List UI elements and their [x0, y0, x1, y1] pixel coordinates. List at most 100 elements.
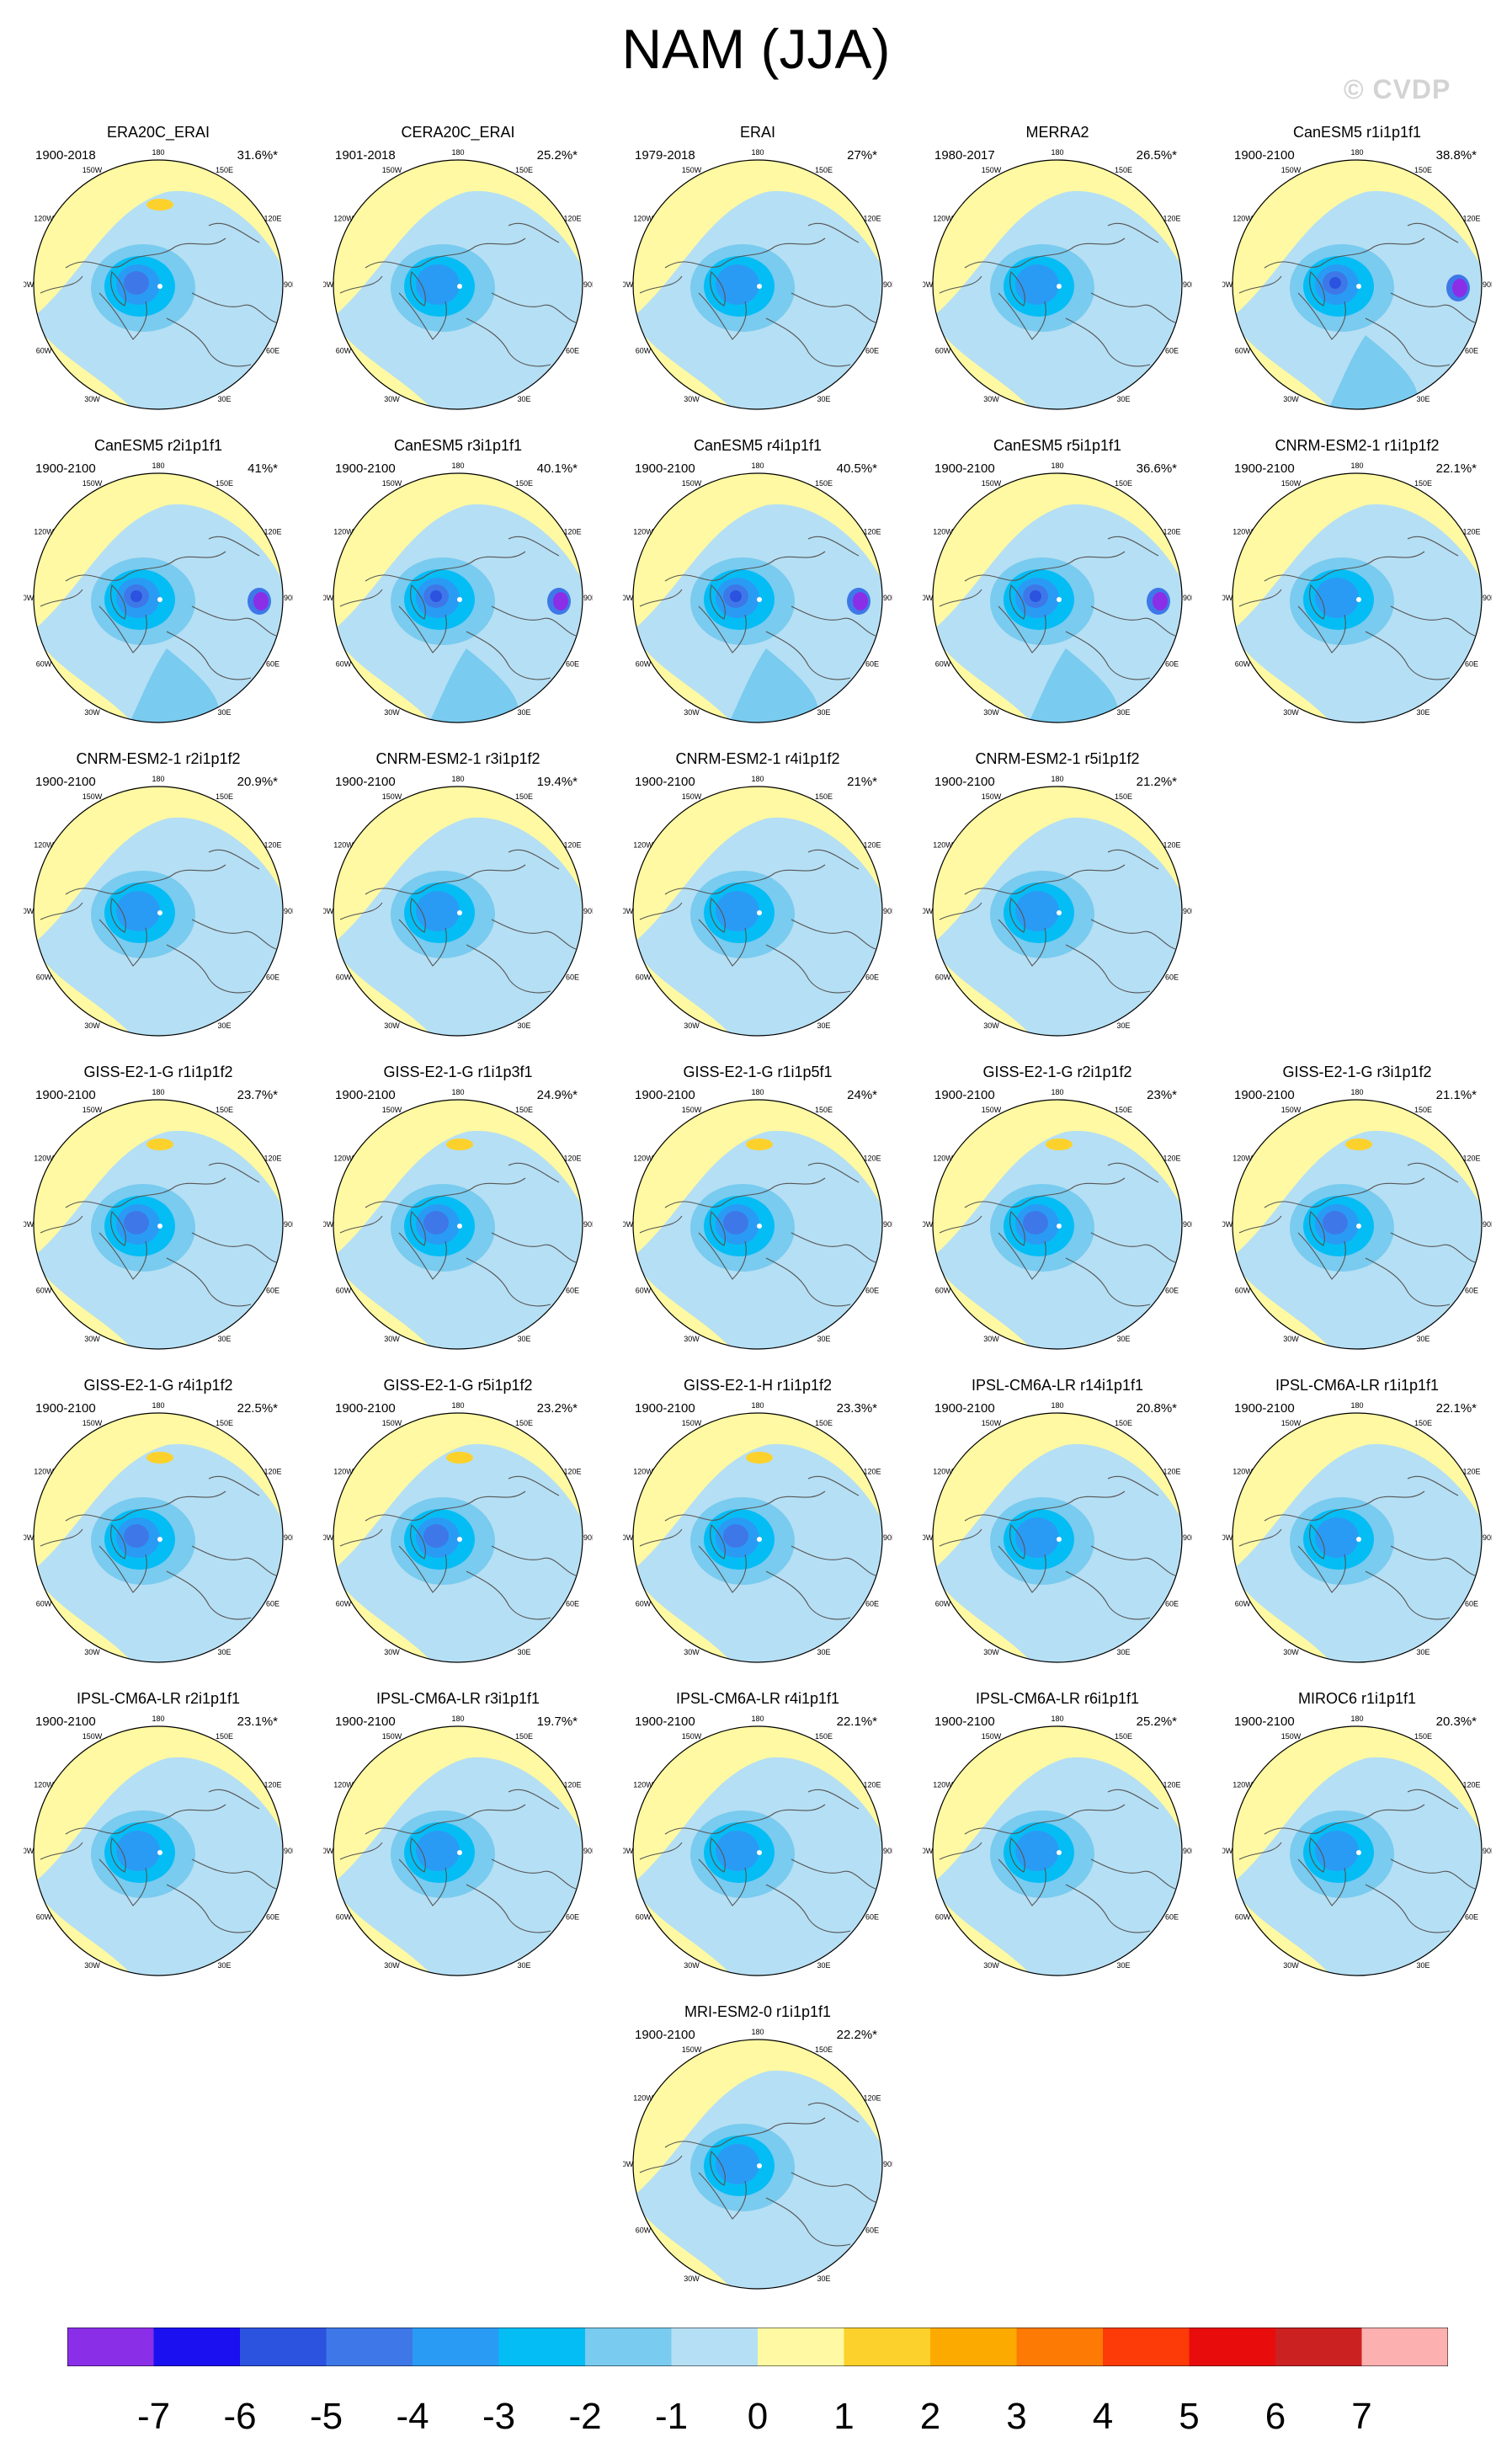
longitude-label: 150W — [982, 166, 1002, 174]
panel-title: CanESM5 r2i1p1f1 — [93, 437, 223, 454]
longitude-label: 90W — [623, 280, 634, 289]
polar-map: 180150W150E120W120E90W90E60W60E30W30E0 — [24, 775, 293, 1037]
longitude-label: 60E — [1165, 1600, 1179, 1608]
longitude-label: 90W — [323, 1533, 334, 1542]
panel-title: IPSL-CM6A-LR r1i1p1f1 — [1275, 1377, 1440, 1394]
map-panel: CanESM5 r4i1p1f1 1900-2100 40.5%* 180 150W 15… — [623, 436, 892, 727]
longitude-label: 60W — [336, 973, 352, 982]
longitude-label: 180 — [1051, 1714, 1063, 1723]
longitude-label: 120W — [633, 528, 653, 536]
longitude-label: 90E — [583, 594, 593, 602]
colorbar-swatch — [498, 2328, 586, 2366]
panel-percent-variance: 25.2%* — [536, 148, 578, 163]
longitude-label: 90W — [623, 1533, 634, 1542]
longitude-label: 60E — [1165, 660, 1179, 669]
panel-percent-variance: 36.6%* — [1136, 461, 1177, 476]
panel-percent-variance: 23.2%* — [536, 1401, 578, 1416]
panel-years: 1900-2100 — [1234, 148, 1295, 163]
longitude-label: 120E — [1163, 1781, 1180, 1789]
longitude-label: 150E — [515, 479, 533, 488]
longitude-label: 30W — [983, 395, 999, 403]
longitude-label: 30W — [84, 708, 100, 717]
polar-map: 180150W150E120W120E90W90E60W60E30W30E0 — [623, 461, 892, 723]
longitude-label: 120W — [1232, 528, 1253, 536]
longitude-label: 60E — [566, 1913, 579, 1922]
panel-percent-variance: 20.9%* — [237, 775, 278, 789]
longitude-label: 60W — [935, 1913, 951, 1922]
polar-map: 180150W150E120W120E90W90E60W60E30W30E0 — [24, 148, 293, 410]
polar-map: 180150W150E120W120E90W90E60W60E30W30E0 — [923, 775, 1192, 1037]
colorbar-swatch — [1361, 2328, 1448, 2366]
panel-years: 1900-2100 — [335, 1714, 396, 1729]
colorbar-swatch — [585, 2328, 672, 2366]
longitude-label: 90E — [883, 907, 892, 915]
panel-years: 1900-2100 — [635, 1401, 695, 1416]
panel-title: GISS-E2-1-G r2i1p1f2 — [982, 1064, 1132, 1080]
longitude-label: 120E — [863, 2094, 881, 2103]
longitude-label: 150W — [682, 1732, 702, 1741]
longitude-label: 150E — [815, 792, 833, 801]
panel-title: GISS-E2-1-H r1i1p1f2 — [683, 1377, 833, 1394]
longitude-label: 60E — [266, 347, 280, 355]
panel-title: ERAI — [739, 124, 775, 141]
map-panel: CNRM-ESM2-1 r1i1p1f2 1900-2100 22.1%* 180 15… — [1222, 436, 1492, 727]
panel-title: GISS-E2-1-G r3i1p1f2 — [1282, 1064, 1432, 1080]
longitude-label: 30W — [684, 1648, 700, 1656]
map-panel: ERA20C_ERAI 1900-2018 31.6%* 180 150W 150E 120… — [24, 123, 293, 413]
longitude-label: 90E — [284, 594, 293, 602]
longitude-label: 30W — [684, 1021, 700, 1030]
polar-map: 180150W150E120W120E90W90E60W60E30W30E0 — [323, 461, 593, 723]
polar-map: 180150W150E120W120E90W90E60W60E30W30E0 — [623, 775, 892, 1037]
polar-map: 180150W150E120W120E90W90E60W60E30W30E0 — [323, 1088, 593, 1350]
longitude-label: 150W — [382, 1106, 402, 1114]
longitude-label: 150W — [982, 1732, 1002, 1741]
longitude-label: 30W — [983, 1648, 999, 1656]
polar-map: 180150W150E120W120E90W90E60W60E30W30E0 — [323, 1401, 593, 1663]
longitude-label: 60W — [1235, 1913, 1251, 1922]
longitude-label: 120E — [264, 1781, 281, 1789]
longitude-label: 150W — [682, 479, 702, 488]
longitude-label: 60W — [336, 1913, 352, 1922]
longitude-label: 90E — [1183, 1533, 1192, 1542]
longitude-label: 150W — [682, 2045, 702, 2054]
panel-percent-variance: 19.4%* — [536, 775, 578, 789]
longitude-label: 30E — [817, 1335, 830, 1343]
longitude-label: 60W — [1235, 1600, 1251, 1608]
longitude-label: 90E — [1183, 280, 1192, 289]
polar-map: 180150W150E120W120E90W90E60W60E30W30E0 — [623, 1088, 892, 1350]
longitude-label: 180 — [751, 1714, 764, 1723]
longitude-label: 90E — [1483, 594, 1492, 602]
panel-years: 1900-2100 — [635, 1088, 695, 1102]
panel-title: GISS-E2-1-G r5i1p1f2 — [383, 1377, 533, 1394]
colorbar-swatch — [240, 2328, 327, 2366]
longitude-label: 30E — [817, 1961, 830, 1970]
polar-map: 180150W150E120W120E90W90E60W60E30W30E0 — [323, 1714, 593, 1976]
panel-percent-variance: 24%* — [847, 1088, 877, 1102]
longitude-label: 180 — [451, 775, 464, 783]
colorbar-tick-label: 4 — [1092, 2396, 1114, 2437]
longitude-label: 30E — [1116, 395, 1130, 403]
longitude-label: 150E — [815, 1106, 833, 1114]
longitude-label: 60W — [935, 660, 951, 669]
panel-percent-variance: 23%* — [1147, 1088, 1177, 1102]
longitude-label: 150W — [1281, 1732, 1302, 1741]
polar-map: 180150W150E120W120E90W90E60W60E30W30E0 — [1222, 148, 1492, 410]
longitude-label: 60E — [566, 347, 579, 355]
panel-years: 1980-2017 — [934, 148, 995, 163]
colorbar-tick-label: -2 — [568, 2396, 602, 2437]
longitude-label: 120W — [633, 1781, 653, 1789]
longitude-label: 60W — [36, 1287, 52, 1295]
longitude-label: 30E — [517, 395, 530, 403]
longitude-label: 60W — [636, 347, 652, 355]
longitude-label: 60E — [865, 1600, 879, 1608]
map-panel: IPSL-CM6A-LR r2i1p1f1 1900-2100 23.1%* 180 1… — [24, 1689, 293, 1980]
longitude-label: 120W — [333, 1781, 354, 1789]
longitude-label: 150E — [216, 792, 233, 801]
longitude-label: 150E — [1414, 1419, 1432, 1427]
longitude-label: 90E — [1483, 1847, 1492, 1855]
panel-percent-variance: 20.3%* — [1435, 1714, 1477, 1729]
longitude-label: 150W — [83, 479, 103, 488]
map-panel: GISS-E2-1-G r5i1p1f2 1900-2100 23.2%* 180 15… — [323, 1376, 593, 1666]
longitude-label: 120W — [933, 1155, 953, 1163]
colorbar-tick-label: 2 — [919, 2396, 941, 2437]
